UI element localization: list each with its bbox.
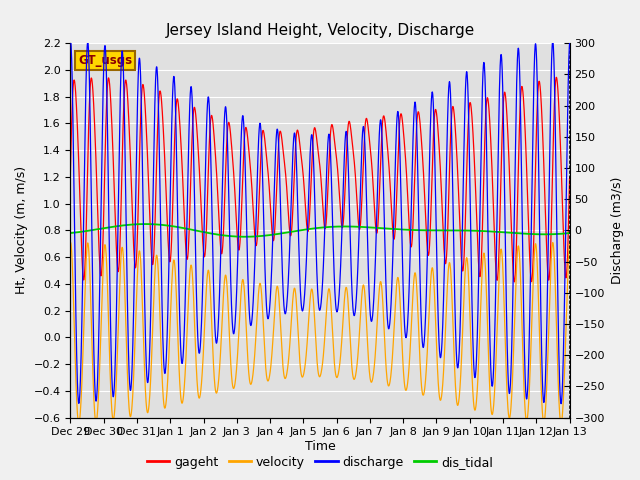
Legend: gageht, velocity, discharge, dis_tidal: gageht, velocity, discharge, dis_tidal [142, 451, 498, 474]
Y-axis label: Discharge (m3/s): Discharge (m3/s) [611, 177, 623, 284]
Title: Jersey Island Height, Velocity, Discharge: Jersey Island Height, Velocity, Discharg… [165, 23, 475, 38]
Text: GT_usgs: GT_usgs [78, 54, 132, 67]
X-axis label: Time: Time [305, 440, 335, 453]
Y-axis label: Ht, Velocity (m, m/s): Ht, Velocity (m, m/s) [15, 167, 28, 294]
